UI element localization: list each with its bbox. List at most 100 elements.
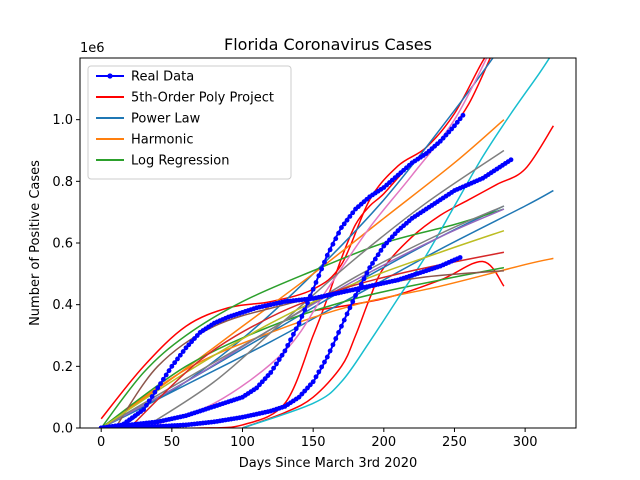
data-point — [169, 363, 175, 369]
data-point — [152, 389, 158, 395]
series-line — [143, 58, 488, 428]
data-point — [341, 221, 347, 227]
chart-title: Florida Coronavirus Cases — [224, 35, 432, 54]
data-point — [160, 376, 166, 382]
model-series — [114, 270, 504, 428]
y-tick-label: 1.0 — [52, 113, 73, 128]
data-point — [259, 379, 265, 385]
model-series — [143, 149, 505, 428]
data-point — [274, 361, 279, 367]
model-series — [128, 251, 505, 428]
data-point — [305, 385, 310, 391]
data-point — [290, 331, 296, 337]
data-point — [446, 129, 452, 135]
data-point — [310, 379, 316, 385]
data-point — [268, 370, 274, 375]
real-data-series — [98, 112, 466, 428]
data-point — [172, 360, 178, 366]
model-series — [143, 58, 488, 428]
model-series — [100, 208, 505, 428]
data-point — [189, 339, 195, 345]
data-point — [302, 388, 308, 394]
data-point — [316, 273, 322, 279]
data-point — [339, 323, 344, 329]
x-tick-label: 0 — [97, 435, 105, 450]
data-point — [355, 287, 361, 293]
data-point — [350, 210, 356, 216]
data-point — [155, 385, 161, 391]
data-point — [341, 317, 347, 323]
legend-item: Real Data — [96, 70, 194, 85]
data-point — [336, 330, 341, 335]
legend-label: 5th-Order Poly Project — [131, 91, 274, 106]
data-point — [367, 265, 373, 271]
x-axis: 0 50 100 150 200 250 300 — [97, 428, 538, 450]
series-layer — [98, 58, 555, 428]
y-offset-text: 1e6 — [80, 41, 105, 56]
x-axis-label: Days Since March 3rd 2020 — [239, 456, 418, 471]
y-tick-label: 0.0 — [52, 422, 73, 437]
y-axis: 0.0 0.2 0.4 0.6 0.8 1.0 — [52, 113, 80, 437]
data-point — [330, 342, 336, 348]
data-point — [316, 369, 322, 375]
series-line — [100, 266, 505, 428]
y-axis-label: Number of Positive Cases — [28, 160, 43, 326]
data-point — [350, 299, 356, 304]
model-series — [100, 266, 505, 428]
data-point — [508, 157, 514, 163]
series-line — [100, 205, 505, 428]
y-tick-label: 0.6 — [52, 237, 73, 252]
x-tick-label: 200 — [371, 435, 396, 450]
x-tick-label: 50 — [164, 435, 181, 450]
data-point — [378, 248, 384, 253]
data-point — [158, 381, 163, 386]
x-tick-label: 300 — [513, 435, 538, 450]
data-point — [347, 214, 353, 219]
data-point — [285, 342, 291, 348]
data-point — [149, 394, 155, 399]
legend-label: Harmonic — [131, 133, 193, 148]
data-point — [313, 374, 319, 380]
data-point — [384, 240, 390, 246]
data-point — [327, 348, 333, 354]
data-point — [437, 138, 443, 144]
data-point — [333, 336, 339, 341]
data-point — [381, 243, 387, 249]
data-point — [389, 234, 395, 240]
series-line — [128, 251, 505, 428]
legend: Real Data 5th-Order Poly Project Power Law… — [87, 65, 292, 180]
data-point — [175, 356, 180, 362]
data-point — [387, 237, 392, 243]
data-point — [296, 394, 302, 400]
data-point — [254, 385, 260, 391]
data-point — [344, 311, 350, 317]
data-point — [257, 382, 262, 388]
y-tick-label: 0.4 — [52, 298, 73, 313]
data-point — [372, 256, 378, 262]
data-point — [336, 230, 341, 236]
y-tick-label: 0.8 — [52, 175, 73, 190]
data-point — [262, 376, 268, 382]
model-series — [100, 58, 486, 420]
data-point — [310, 286, 316, 292]
data-point — [307, 293, 313, 299]
data-point — [440, 135, 446, 141]
data-point — [276, 357, 282, 362]
x-tick-label: 150 — [301, 435, 326, 450]
data-point — [457, 116, 463, 122]
data-point — [296, 320, 302, 326]
data-point — [288, 337, 293, 343]
data-point — [322, 259, 327, 265]
data-point — [166, 368, 172, 374]
series-line — [100, 208, 505, 428]
data-point — [327, 247, 333, 253]
data-point — [392, 231, 398, 237]
data-point — [443, 132, 449, 138]
model-series — [100, 205, 505, 428]
data-point — [192, 336, 197, 341]
data-point — [324, 354, 330, 360]
model-series — [100, 208, 505, 428]
y-tick-label: 0.2 — [52, 360, 73, 375]
data-point — [293, 326, 299, 332]
